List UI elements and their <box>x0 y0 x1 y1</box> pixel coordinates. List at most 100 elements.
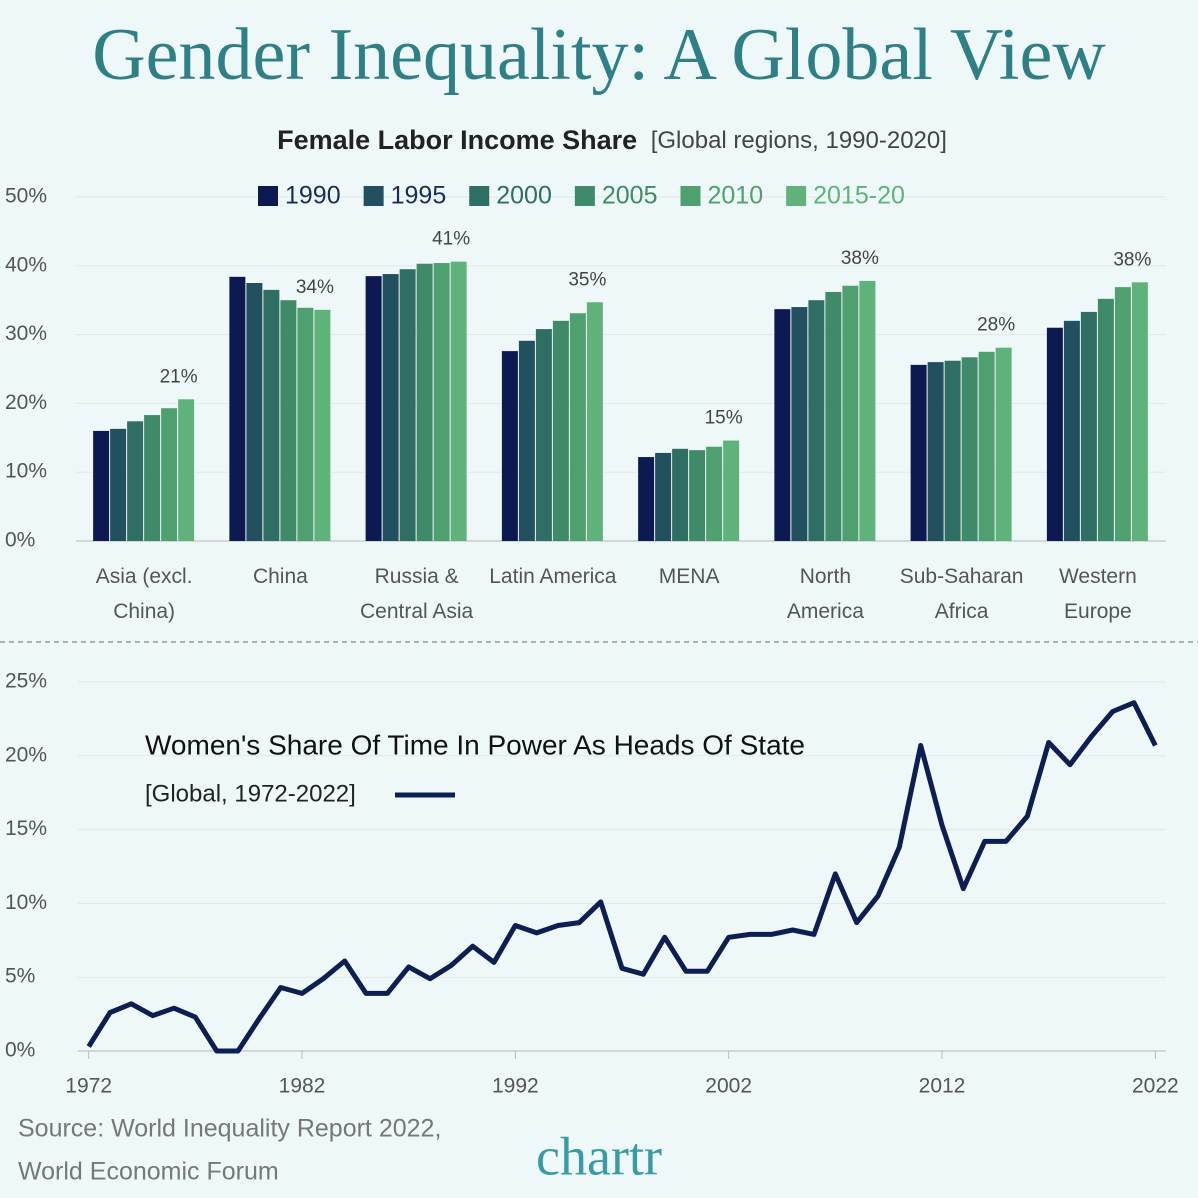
bar <box>450 261 467 541</box>
bar <box>774 309 791 541</box>
bar <box>825 291 842 541</box>
bar <box>501 351 518 541</box>
bar <box>178 399 195 541</box>
y-tick-label: 0% <box>5 529 35 552</box>
bar <box>1080 311 1097 541</box>
y-tick-label: 15% <box>5 817 47 840</box>
bar <box>314 309 331 541</box>
bar <box>842 285 859 541</box>
bar <box>1063 320 1080 541</box>
brand: chartr <box>536 1126 662 1186</box>
legend-label: 2000 <box>496 182 552 210</box>
legend-label: 1990 <box>285 182 341 210</box>
bar <box>382 274 399 541</box>
y-tick-label: 10% <box>5 460 47 483</box>
legend-label: 2005 <box>602 182 658 210</box>
x-tick-label: 1982 <box>279 1075 326 1098</box>
x-tick-label: 2012 <box>919 1075 966 1098</box>
value-label: 21% <box>160 366 198 387</box>
bar <box>93 430 110 541</box>
y-tick-label: 20% <box>5 391 47 414</box>
bar <box>791 307 808 541</box>
line-title: Women's Share Of Time In Power As Heads … <box>145 729 805 760</box>
x-tick-label: Asia (excl. China) <box>95 565 193 623</box>
x-tick-label: Russia & Central Asia <box>360 565 474 623</box>
bar <box>246 283 263 541</box>
bar <box>263 289 280 541</box>
y-tick-label: 10% <box>5 891 47 914</box>
legend-swatch <box>786 186 807 206</box>
x-tick-label: China <box>252 565 308 588</box>
source: Source: World Inequality Report 2022, <box>18 1115 441 1143</box>
bar <box>1114 287 1131 541</box>
y-tick-label: 20% <box>5 743 47 766</box>
bar <box>518 340 535 541</box>
bar <box>365 276 382 541</box>
value-label: 38% <box>1113 249 1151 270</box>
value-label: 35% <box>568 269 606 290</box>
legend-swatch <box>680 186 701 206</box>
bar <box>927 362 944 541</box>
bar <box>723 440 740 541</box>
value-label: 28% <box>977 315 1015 336</box>
bar <box>127 421 144 541</box>
bar <box>1046 327 1063 541</box>
bar-heading: Female Labor Income Share [Global region… <box>277 125 947 155</box>
bar <box>416 263 433 541</box>
line <box>86 700 1158 1054</box>
bar <box>706 446 723 541</box>
bar <box>229 276 246 541</box>
legend-label: 2010 <box>708 182 764 210</box>
bar <box>808 300 825 541</box>
x-tick-label: Western Europe <box>1058 565 1137 623</box>
legend-label: 2015-20 <box>813 182 905 210</box>
bar <box>280 300 297 541</box>
x-tick-label: 2002 <box>705 1075 752 1098</box>
y-tick-label: 5% <box>5 965 35 988</box>
legend-swatch <box>469 186 490 206</box>
bar <box>995 347 1012 541</box>
legend-swatch <box>574 186 595 206</box>
bar <box>552 320 569 541</box>
bar <box>144 415 161 541</box>
value-label: 38% <box>841 248 879 269</box>
legend-swatch <box>258 186 278 206</box>
bar <box>535 329 552 541</box>
bar <box>586 302 603 541</box>
page-title: Gender Inequality: A Global View <box>92 14 1106 96</box>
bar <box>569 313 586 541</box>
value-label: 34% <box>296 277 334 298</box>
x-tick-label: Latin America <box>489 565 617 588</box>
source: World Economic Forum <box>18 1158 279 1186</box>
y-tick-label: 30% <box>5 322 47 345</box>
bar <box>638 457 655 541</box>
bar <box>859 280 876 541</box>
bar <box>655 452 672 541</box>
bar <box>1097 298 1114 541</box>
bar <box>978 351 995 541</box>
x-tick-label: 1972 <box>65 1075 112 1098</box>
x-tick-label: North America <box>786 565 864 623</box>
legend-label: 1995 <box>391 182 447 210</box>
bar-subtitle: [Global regions, 1990-2020] <box>651 127 947 154</box>
bar <box>110 428 127 541</box>
x-tick-label: 1992 <box>492 1075 539 1098</box>
bar <box>161 408 178 541</box>
y-tick-label: 25% <box>5 670 47 693</box>
bar <box>297 307 314 541</box>
bar <box>399 269 416 541</box>
bar <box>689 450 706 541</box>
x-tick-label: MENA <box>658 565 720 588</box>
y-tick-label: 50% <box>5 185 47 208</box>
bar-title: Female Labor Income Share <box>277 125 637 155</box>
value-label: 41% <box>432 229 470 250</box>
value-label: 15% <box>705 408 743 429</box>
bar <box>961 357 978 541</box>
line-subtitle: [Global, 1972-2022] <box>145 780 356 807</box>
bar <box>672 448 689 541</box>
x-tick-label: 2022 <box>1132 1075 1179 1098</box>
bar <box>910 364 927 541</box>
y-tick-label: 40% <box>5 253 47 276</box>
